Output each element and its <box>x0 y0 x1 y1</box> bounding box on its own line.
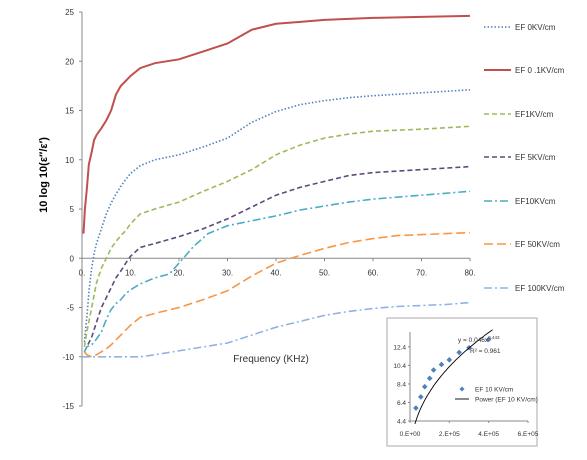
inset-equation-main: y = 0.046x <box>458 337 489 344</box>
inset-frame <box>386 317 538 447</box>
x-tick-label: 70. <box>416 268 427 277</box>
inset-legend-marker-1 <box>459 386 465 392</box>
inset-fit-line <box>414 329 493 425</box>
legend-label-2: EF 0 .1KV/cm <box>515 66 565 75</box>
inset-equation: y = 0.046x0.443 <box>458 335 500 344</box>
inset-equation-exponent: 0.443 <box>488 335 500 340</box>
main-legend: EF 0KV/cm EF 0 .1KV/cm EF1KV/cm EF 5KV/cm EF… <box>484 23 565 293</box>
x-tick-label: 0. <box>79 268 86 277</box>
y-tick-label: -10 <box>62 353 74 362</box>
inset-y-tick-label: 10.4 <box>393 363 406 370</box>
inset-x-tick-label: 4.E+05 <box>478 431 499 438</box>
inset-scatter-point <box>446 357 453 363</box>
inset-x-tick-label: 6.E+05 <box>518 431 539 438</box>
x-tick-label: 60. <box>367 268 378 277</box>
y-tick-label: -5 <box>67 304 75 313</box>
legend-label-5: EF10KVcm <box>515 197 556 206</box>
x-tick-label: 80. <box>464 268 475 277</box>
series-line-7 <box>82 301 471 358</box>
inset-y-tick-label: 4.4 <box>397 419 406 426</box>
inset-scatter-point <box>426 375 433 382</box>
inset-scatter-point <box>413 405 419 411</box>
inset-y-tick-label: 6.4 <box>397 400 406 407</box>
inset-scatter-point <box>430 367 437 373</box>
y-tick-label: 20 <box>65 57 74 66</box>
x-tick-label: 40. <box>270 268 281 277</box>
x-tick-label: 50. <box>319 268 330 277</box>
inset-chart: 12.4 10.4 8.4 6.4 4.4 0.E+00 2.E+05 4.E+05 6.E+0… <box>386 317 539 447</box>
y-tick-label: 0 <box>70 254 75 263</box>
series-line-2 <box>82 14 471 234</box>
y-tick-label: 15 <box>65 107 74 116</box>
inset-x-tick-label: 0.E+00 <box>400 431 421 438</box>
legend-label-7: EF 100KV/cm <box>515 284 565 293</box>
inset-scatter-point <box>418 394 424 400</box>
y-axis-title: 10 log 10(ε″/ε′) <box>38 137 50 213</box>
inset-x-tick-label: 2.E+05 <box>439 431 460 438</box>
series-line-3 <box>83 125 471 348</box>
x-tick-label: 10. <box>125 268 136 277</box>
inset-r-squared: R² = 0.961 <box>470 348 501 355</box>
y-tick-label: 5 <box>70 205 75 214</box>
series-line-5 <box>83 190 471 353</box>
series-line-1 <box>83 89 471 343</box>
inset-legend-label-1: EF 10 KV/cm <box>475 387 513 394</box>
y-tick-label: 25 <box>65 8 74 17</box>
legend-label-3: EF1KV/cm <box>515 110 554 119</box>
inset-y-tick-label: 12.4 <box>393 344 406 351</box>
legend-label-1: EF 0KV/cm <box>515 23 556 32</box>
legend-label-4: EF 5KV/cm <box>515 153 556 162</box>
x-tick-label: 20. <box>173 268 184 277</box>
inset-legend-label-2: Power (EF 10 KV/cm) <box>475 397 538 404</box>
inset-scatter-point <box>438 361 445 368</box>
y-tick-label: -15 <box>62 402 74 411</box>
series-line-6 <box>83 231 471 358</box>
main-plot-area: 25 20 15 10 5 0 -5 -10 -15 0. 10. 20. 30. 40. 50. 60. 70… <box>38 8 476 411</box>
legend-label-6: EF 50KV/cm <box>515 240 560 249</box>
y-tick-label: 10 <box>65 156 74 165</box>
x-axis-title: Frequency (KHz) <box>233 354 309 365</box>
x-tick-label: 30. <box>222 268 233 277</box>
inset-scatter-point <box>421 383 428 390</box>
inset-scatter-point <box>485 336 492 343</box>
inset-y-tick-label: 8.4 <box>397 381 406 388</box>
inset-scatter-point <box>456 349 462 356</box>
series-line-4 <box>83 165 471 353</box>
